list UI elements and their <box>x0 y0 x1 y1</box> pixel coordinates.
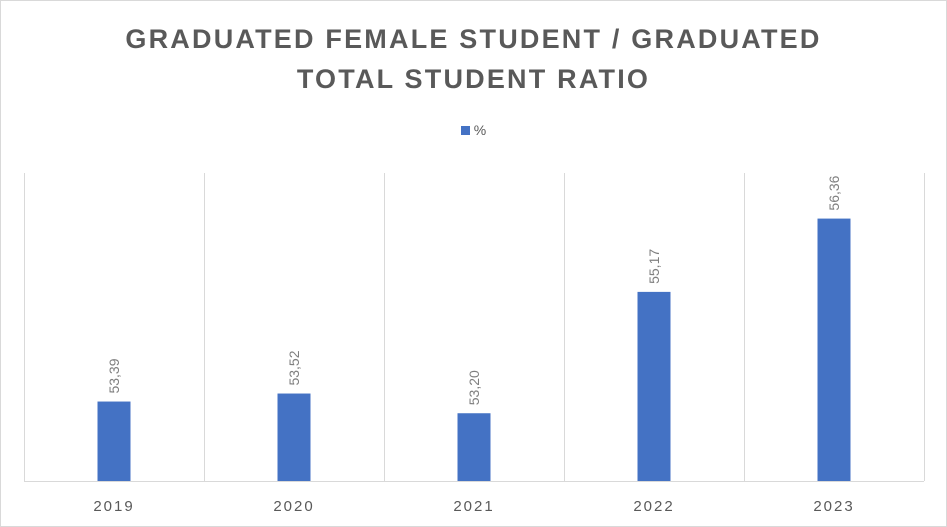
x-tick-label: 2023 <box>813 498 854 515</box>
data-label: 53,39 <box>106 358 122 393</box>
bar <box>97 401 131 481</box>
bar <box>637 291 671 481</box>
x-tick-label: 2021 <box>453 498 494 515</box>
legend-label: % <box>473 122 487 138</box>
legend-swatch <box>460 126 470 135</box>
x-tick-label: 2020 <box>273 498 314 515</box>
data-label: 53,20 <box>466 370 482 405</box>
data-label: 55,17 <box>646 249 662 284</box>
bar <box>457 413 491 481</box>
data-label: 53,52 <box>286 350 302 385</box>
data-label: 56,36 <box>826 175 842 210</box>
chart-title: GRADUATED FEMALE STUDENT / GRADUATED TOT… <box>1 19 946 99</box>
chart-title-line-2: TOTAL STUDENT RATIO <box>296 64 651 94</box>
x-tick-label: 2022 <box>633 498 674 515</box>
x-tick-label: 2019 <box>93 498 134 515</box>
legend: % <box>1 122 946 138</box>
chart-title-line-1: GRADUATED FEMALE STUDENT / GRADUATED <box>125 24 822 54</box>
bar <box>817 218 851 482</box>
bar <box>277 393 311 481</box>
